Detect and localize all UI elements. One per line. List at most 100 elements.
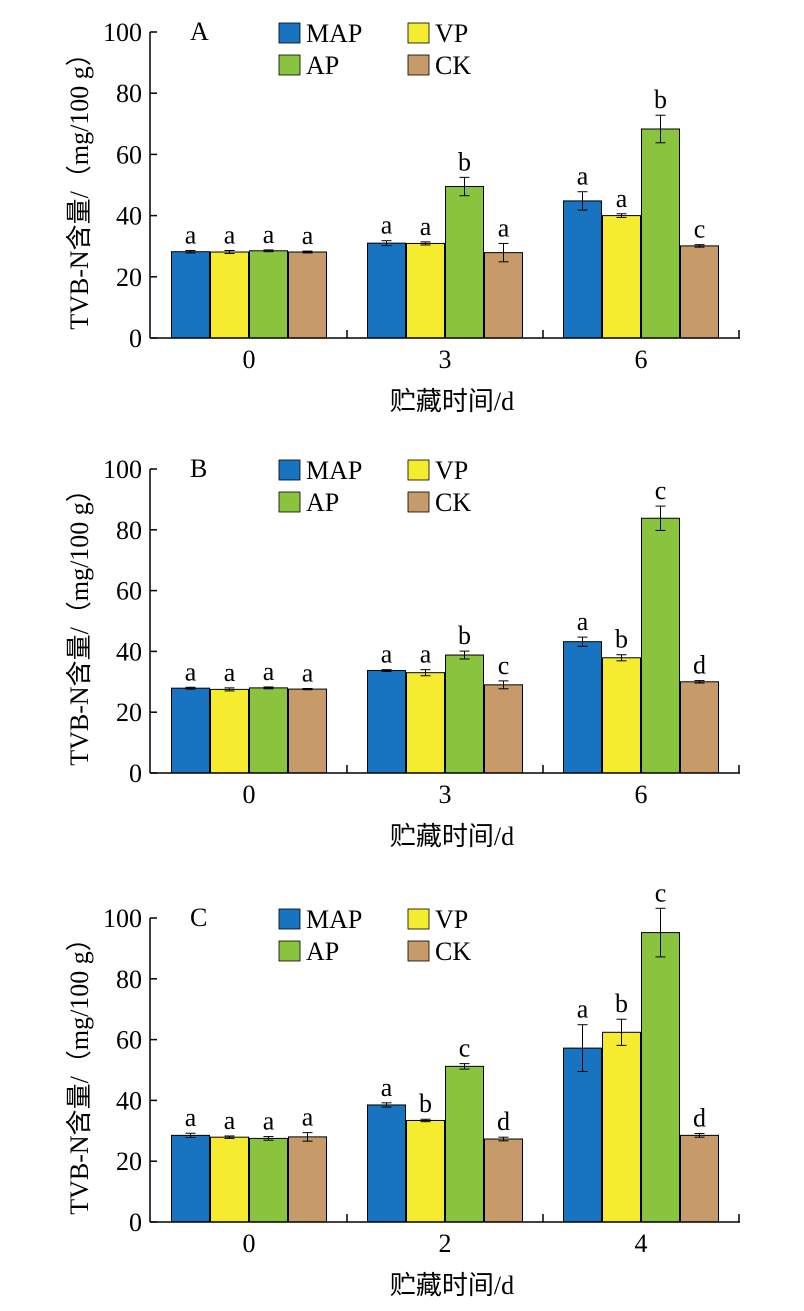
panel-label: A	[190, 17, 209, 46]
significance-label: a	[577, 995, 589, 1024]
significance-label: a	[302, 658, 314, 687]
significance-label: a	[185, 220, 197, 249]
y-tick-label: 0	[129, 324, 142, 353]
x-tick-label: 2	[439, 1229, 452, 1258]
bar-vp-6	[602, 657, 641, 774]
y-tick-label: 100	[103, 455, 142, 484]
x-tick-label: 0	[243, 345, 256, 374]
y-tick-label: 0	[129, 759, 142, 788]
bar-map-0	[171, 1134, 210, 1223]
significance-label: a	[185, 657, 197, 686]
legend-item-ck: CK	[407, 937, 471, 966]
legend-swatch-vp	[407, 22, 430, 44]
y-tick-label: 40	[116, 202, 142, 231]
x-axis-title: 贮藏时间/d	[390, 1271, 514, 1300]
legend-item-ap: AP	[278, 51, 339, 80]
significance-label: a	[263, 1107, 275, 1136]
bar-map-6	[563, 641, 602, 774]
significance-label: a	[381, 211, 393, 240]
legend-label-ck: CK	[435, 51, 471, 80]
y-tick-label: 60	[116, 1026, 142, 1055]
y-tick-label: 20	[116, 1147, 142, 1176]
bar-ck-0	[288, 688, 327, 774]
legend-item-vp: VP	[407, 905, 468, 934]
bar-ap-0	[249, 250, 288, 339]
bar-map-6	[563, 200, 602, 339]
legend-item-vp: VP	[407, 19, 468, 48]
significance-label: a	[420, 212, 432, 241]
bar-map-0	[171, 687, 210, 774]
significance-label: a	[263, 657, 275, 686]
panel-label: B	[190, 454, 207, 483]
legend-label-ap: AP	[306, 51, 339, 80]
bar-ap-2	[445, 1065, 484, 1223]
bar-ap-4	[641, 932, 680, 1223]
y-tick-label: 40	[116, 637, 142, 666]
x-tick-label: 3	[439, 345, 452, 374]
bar-ap-6	[641, 128, 680, 339]
significance-label: c	[498, 651, 510, 680]
significance-label: a	[381, 640, 393, 669]
legend-item-ap: AP	[278, 488, 339, 517]
significance-label: c	[694, 215, 706, 244]
y-axis-title: TVB-N含量/（mg/100 g）	[65, 476, 94, 766]
bar-vp-0	[210, 1136, 249, 1223]
panel-label: C	[190, 903, 207, 932]
y-tick-label: 100	[103, 18, 142, 47]
bar-map-2	[367, 1104, 406, 1223]
bar-ap-3	[445, 654, 484, 774]
significance-label: c	[655, 476, 667, 505]
bar-ap-0	[249, 1137, 288, 1223]
legend-label-map: MAP	[306, 456, 362, 485]
bar-ap-3	[445, 186, 484, 339]
bar-ck-6	[680, 681, 719, 774]
bar-ap-0	[249, 687, 288, 774]
legend-label-ck: CK	[435, 937, 471, 966]
x-tick-label: 6	[635, 780, 648, 809]
significance-label: a	[577, 162, 589, 191]
bar-vp-6	[602, 215, 641, 339]
legend-item-ck: CK	[407, 51, 471, 80]
y-axis-title: TVB-N含量/（mg/100 g）	[65, 925, 94, 1215]
legend-swatch-ck	[407, 491, 430, 513]
significance-label: a	[302, 1103, 314, 1132]
x-tick-label: 6	[635, 345, 648, 374]
significance-label: a	[224, 220, 236, 249]
significance-label: a	[263, 220, 275, 249]
significance-label: d	[693, 1104, 706, 1133]
legend-label-map: MAP	[306, 19, 362, 48]
y-tick-label: 60	[116, 140, 142, 169]
bar-map-3	[367, 670, 406, 774]
bar-ck-0	[288, 1136, 327, 1223]
legend-item-map: MAP	[278, 905, 362, 934]
significance-label: d	[693, 651, 706, 680]
bar-ap-6	[641, 517, 680, 774]
bar-ck-6	[680, 245, 719, 339]
bar-map-3	[367, 242, 406, 339]
legend-label-ck: CK	[435, 488, 471, 517]
significance-label: a	[420, 640, 432, 669]
x-tick-label: 0	[243, 1229, 256, 1258]
x-tick-label: 0	[243, 780, 256, 809]
significance-label: d	[497, 1107, 510, 1136]
significance-label: b	[615, 625, 628, 654]
significance-label: b	[419, 1089, 432, 1118]
legend-swatch-map	[278, 459, 301, 481]
significance-label: a	[498, 213, 510, 242]
significance-label: a	[224, 658, 236, 687]
bar-vp-0	[210, 251, 249, 339]
significance-label: c	[655, 878, 667, 907]
legend-swatch-ck	[407, 54, 430, 76]
y-tick-label: 0	[129, 1208, 142, 1237]
legend-item-map: MAP	[278, 19, 362, 48]
legend-swatch-ck	[407, 940, 430, 962]
legend-item-ap: AP	[278, 937, 339, 966]
bar-vp-2	[406, 1119, 445, 1223]
x-axis-title: 贮藏时间/d	[390, 387, 514, 416]
legend-item-ck: CK	[407, 488, 471, 517]
significance-label: a	[302, 221, 314, 250]
y-tick-label: 20	[116, 263, 142, 292]
y-tick-label: 80	[116, 965, 142, 994]
